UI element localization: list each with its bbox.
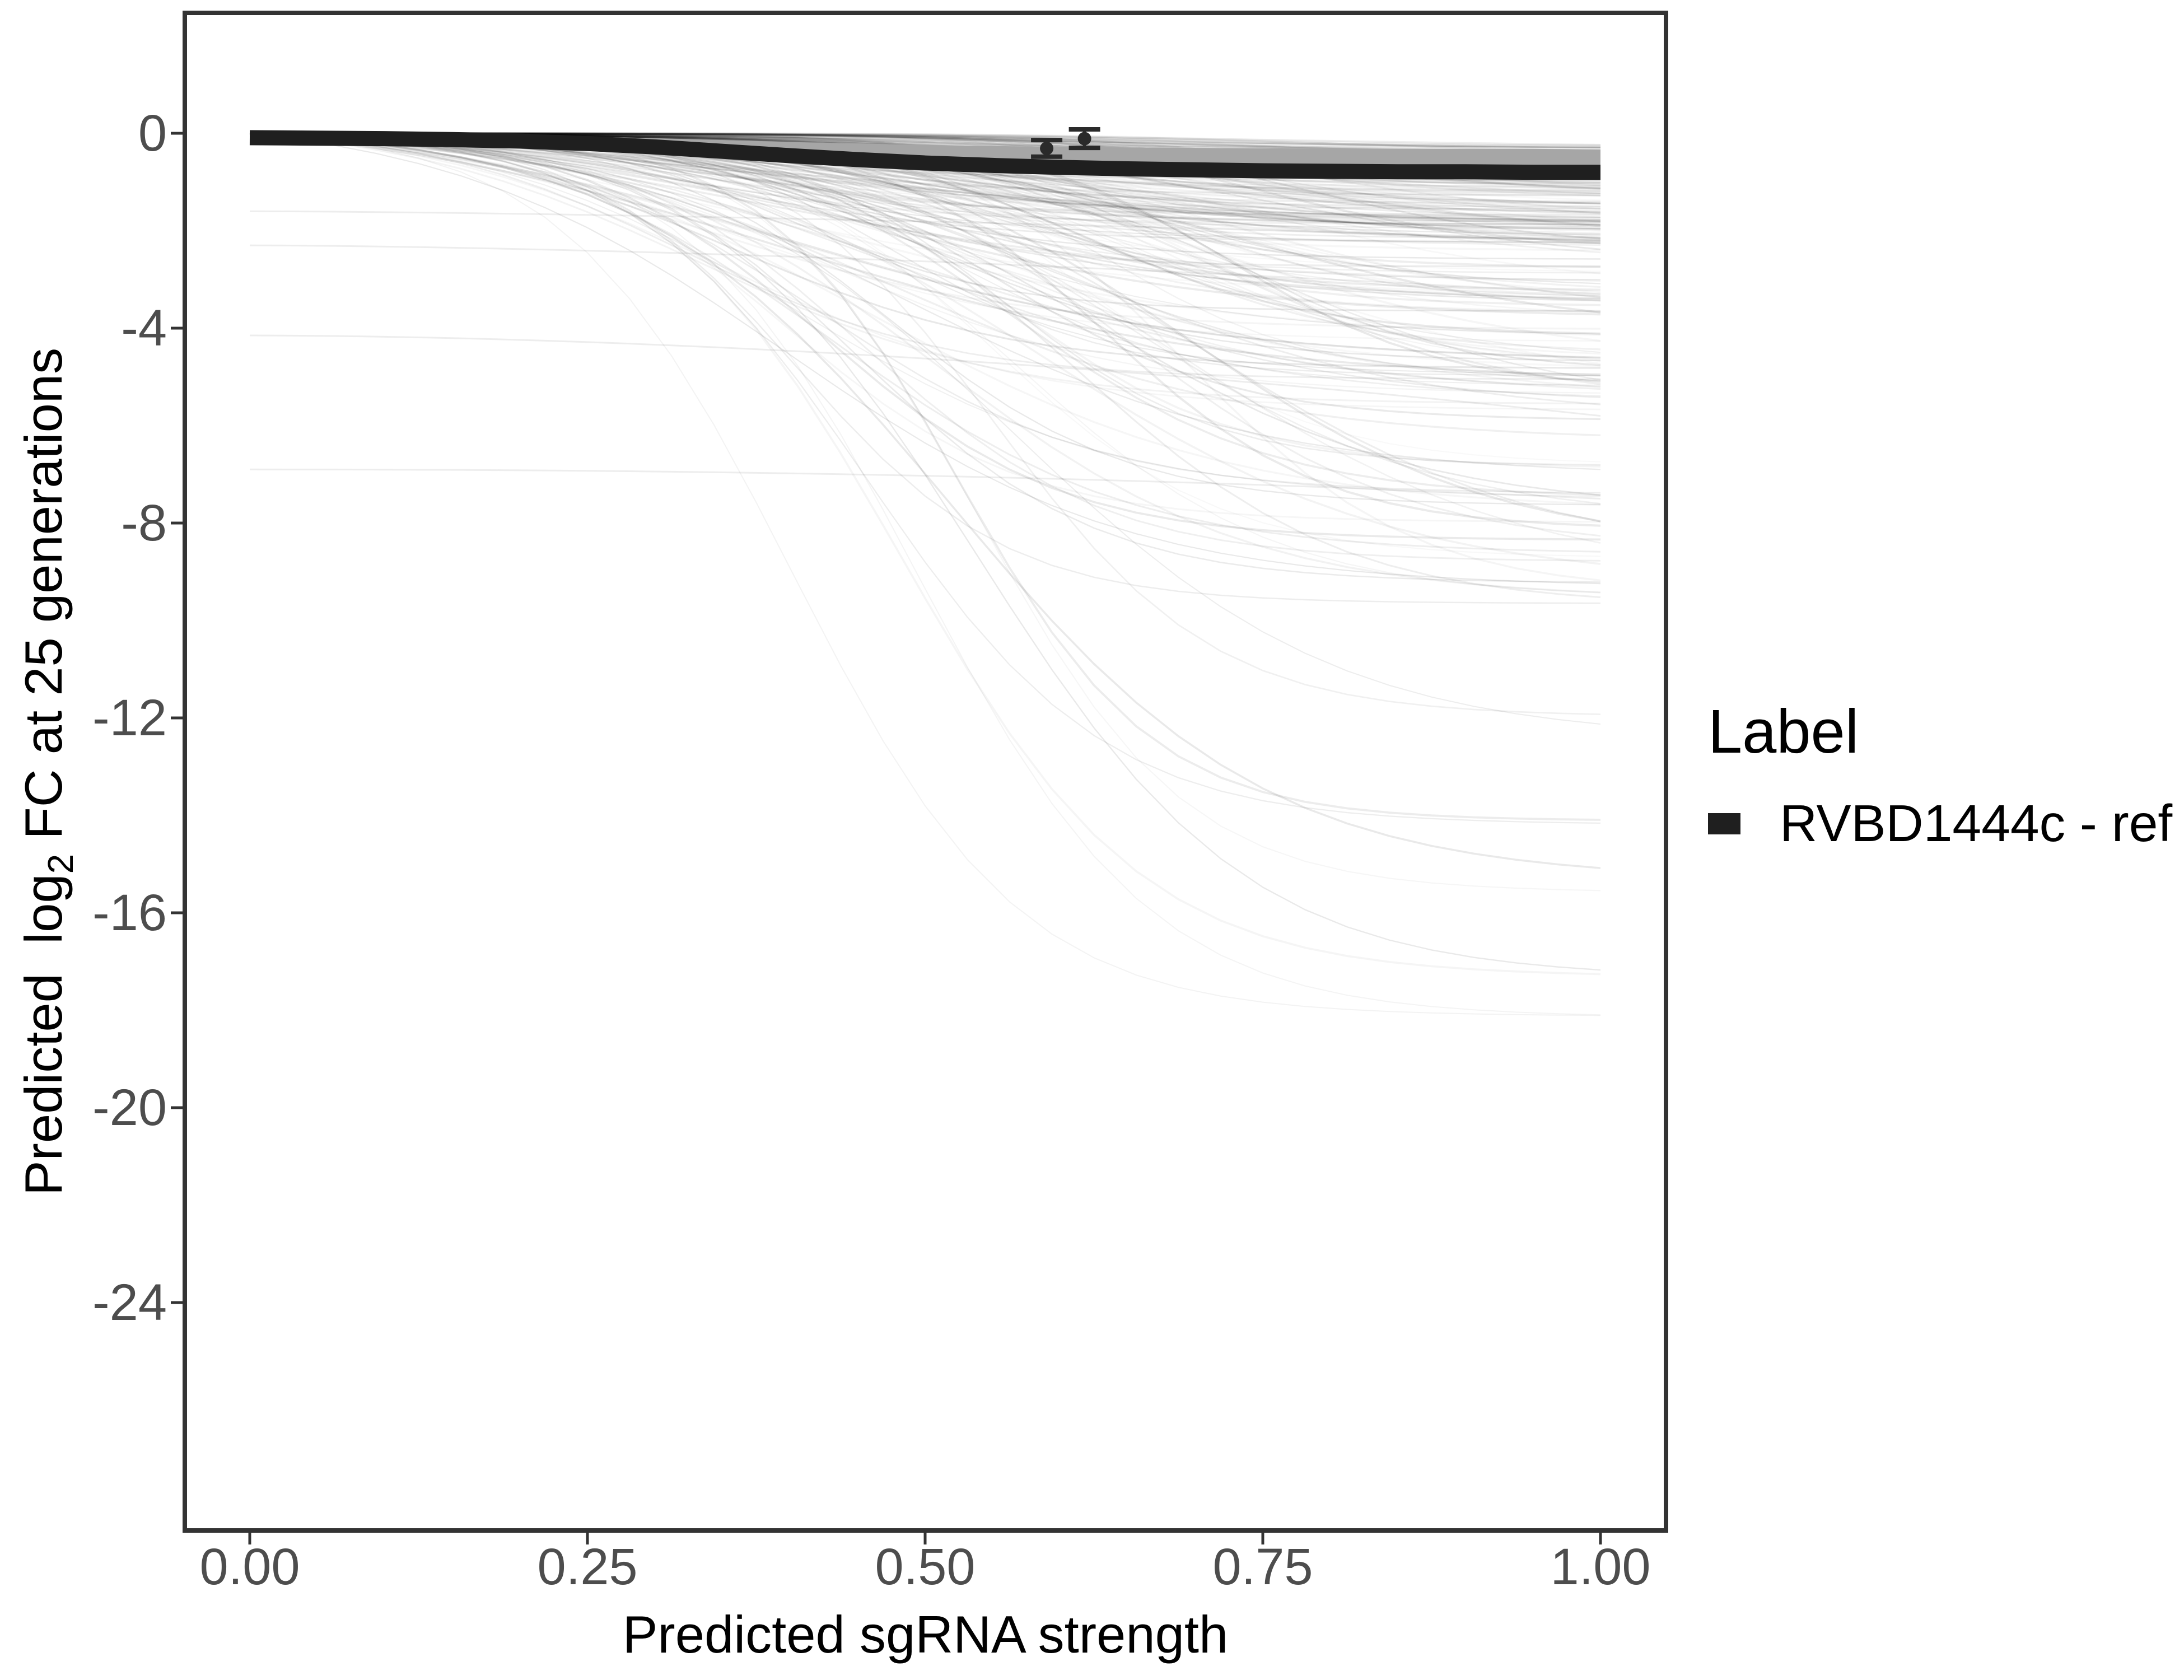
background-curve [249, 132, 1601, 585]
background-curve [249, 132, 1601, 1016]
background-curve [249, 132, 1601, 244]
x-tick-label: 0.00 [199, 1538, 300, 1595]
background-curve [249, 132, 1601, 470]
y-axis-title-text: Predicted log [14, 874, 73, 1196]
background-curve [249, 132, 1601, 497]
background-curve [249, 132, 1601, 359]
reference-curve [249, 130, 1600, 180]
y-tick-label: -20 [92, 1079, 167, 1136]
background-curve [249, 132, 1601, 394]
legend: Label RVBD1444c - ref [1708, 697, 2172, 850]
x-tick-label: 1.00 [1550, 1538, 1651, 1595]
background-flat-curve [249, 210, 1601, 241]
background-curve [249, 132, 1601, 583]
background-curve [249, 132, 1601, 541]
background-curve [249, 132, 1601, 976]
x-tick-label: 0.75 [1212, 1538, 1313, 1595]
background-curve [249, 132, 1601, 397]
legend-key-line [1708, 813, 1740, 834]
background-curve [249, 132, 1601, 358]
x-tick-label: 0.25 [537, 1538, 638, 1595]
background-curve [249, 132, 1601, 300]
background-curve [249, 132, 1601, 824]
background-flat-curve [249, 334, 1601, 417]
legend-entry-label: RVBD1444c - ref [1780, 794, 2173, 852]
y-axis-title: Predicted log2 FC at 25 generations [14, 347, 81, 1196]
x-tick-label: 0.50 [875, 1538, 976, 1595]
legend-title: Label [1708, 697, 1859, 766]
y-tick-label: -8 [121, 494, 167, 552]
y-axis-title-subscript: 2 [40, 853, 81, 874]
background-curve [249, 132, 1601, 971]
y-tick-label: -12 [92, 689, 167, 746]
y-tick-label: 0 [138, 105, 167, 162]
background-curve [249, 132, 1601, 223]
background-curve [249, 132, 1601, 282]
background-curve [249, 132, 1601, 553]
background-curve [249, 132, 1601, 390]
background-curve [249, 132, 1601, 494]
background-curve [249, 132, 1601, 225]
background-curve [249, 132, 1601, 594]
background-curve [249, 132, 1601, 316]
y-tick-label: -16 [92, 884, 167, 941]
background-curve [249, 132, 1601, 725]
background-curve [249, 132, 1601, 869]
background-curve [249, 132, 1601, 388]
background-curves [249, 132, 1601, 1016]
error-bar-point [1077, 132, 1091, 146]
y-tick-label: -24 [92, 1274, 167, 1331]
background-flat-curve [249, 468, 1601, 500]
background-curve [249, 132, 1601, 380]
background-curve [249, 132, 1601, 604]
x-axis-title: Predicted sgRNA strength [622, 1605, 1229, 1664]
dense-bundle-band [250, 134, 1600, 172]
legend-item: RVBD1444c - ref [1708, 797, 2172, 850]
error-bar-point [1040, 141, 1054, 155]
background-flat-curve [249, 244, 1601, 295]
background-curve [249, 132, 1601, 243]
error-bar-points [1031, 127, 1100, 159]
y-axis-title-text: FC at 25 generations [14, 347, 73, 854]
background-curve [249, 132, 1601, 405]
y-tick-label: -4 [121, 300, 167, 357]
background-curve [249, 132, 1601, 369]
background-curve [249, 132, 1601, 437]
background-curve [249, 132, 1601, 1016]
background-curve [249, 132, 1601, 377]
